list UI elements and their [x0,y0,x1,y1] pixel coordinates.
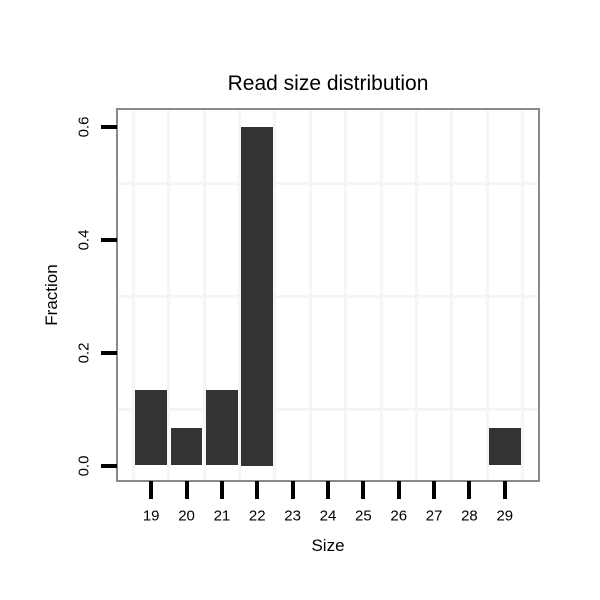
minor-gridline-horizontal [118,407,538,411]
bar-29 [488,427,521,466]
x-tick-mark [361,481,366,499]
x-tick-mark [290,481,295,499]
chart-title: Read size distribution [227,72,429,95]
plot-panel [116,108,540,482]
y-tick-label: 0.4 [75,229,93,250]
x-tick-label: 19 [142,507,160,525]
x-tick-label: 25 [355,507,372,525]
y-tick-mark [101,124,117,129]
x-tick-label: 28 [461,507,478,525]
x-tick-mark [432,481,437,499]
x-tick-label: 20 [178,507,195,525]
x-tick-label: 23 [284,507,301,525]
minor-gridline-horizontal [118,294,538,298]
x-tick-label: 26 [390,507,408,525]
x-tick-label: 29 [496,507,514,525]
bar-22 [241,126,274,466]
y-tick-label: 0.2 [75,342,93,363]
y-axis-label: Fraction [42,264,61,326]
x-tick-label: 24 [319,507,337,525]
y-tick-mark [101,237,117,242]
minor-gridline-horizontal [118,181,538,185]
x-tick-mark [326,481,330,499]
x-tick-mark [184,481,189,499]
x-tick-label: 21 [213,507,231,525]
x-tick-label: 27 [425,507,443,525]
x-tick-mark [149,481,154,499]
x-tick-mark [396,481,401,499]
x-tick-mark [255,481,260,499]
y-tick-label: 0.0 [75,455,93,476]
bar-20 [170,427,203,466]
x-tick-label: 22 [248,507,266,525]
x-tick-mark [219,481,224,499]
x-axis-label: Size [311,536,345,555]
y-tick-mark [101,350,117,355]
x-tick-mark [467,481,472,499]
y-tick-label: 0.6 [75,116,93,137]
x-tick-mark [502,481,507,499]
y-tick-mark [101,463,117,468]
bar-19 [135,390,168,466]
bar-21 [206,390,238,466]
